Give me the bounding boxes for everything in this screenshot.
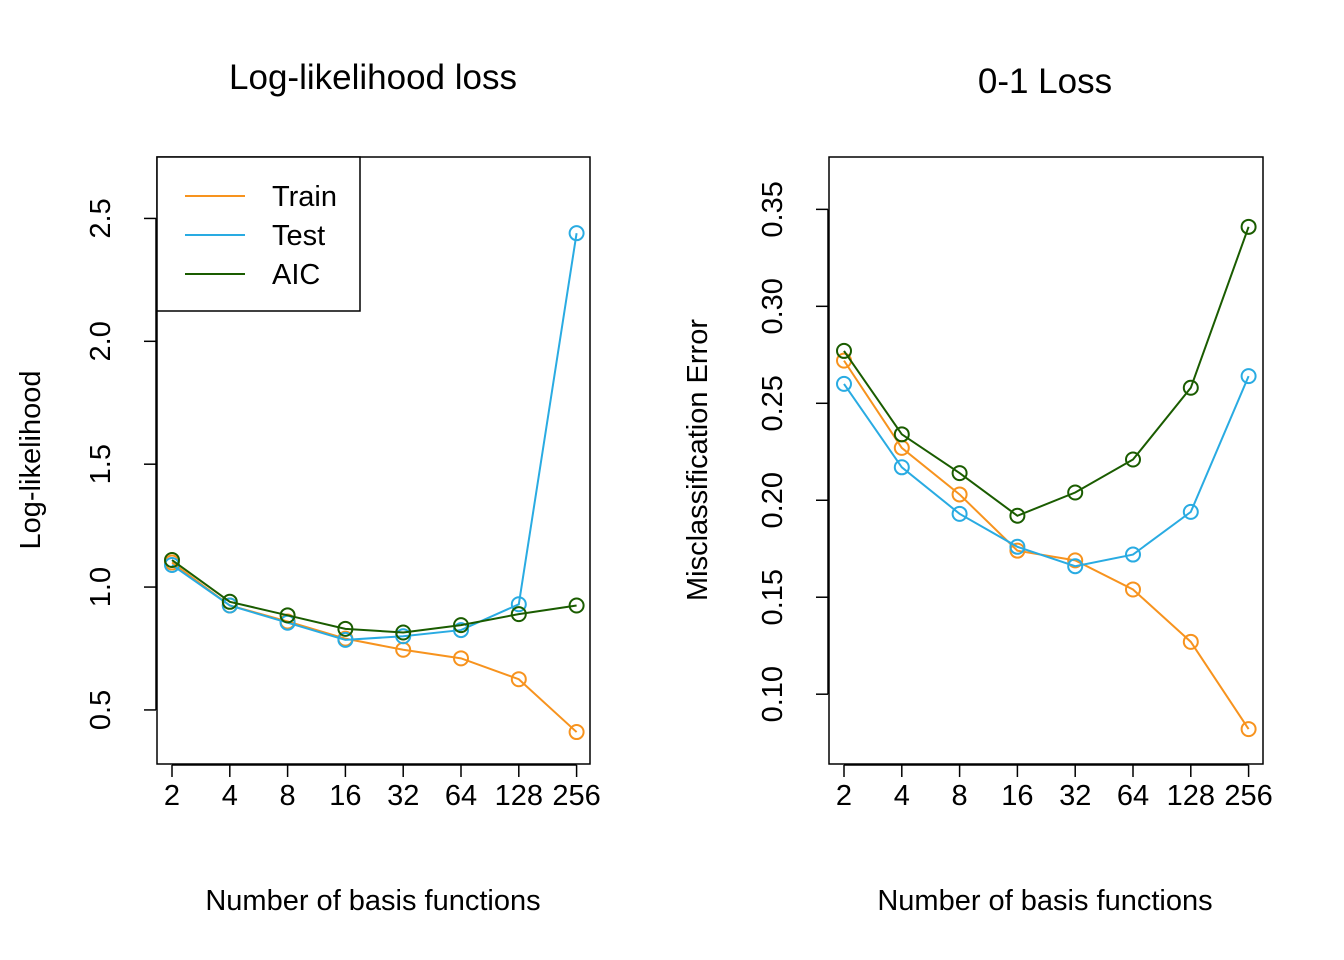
data-point [1009,538,1026,555]
series-test [836,368,1257,575]
legend: Train Test AIC [156,156,361,312]
data-point [951,486,968,503]
data-point [1125,451,1141,468]
series-line [171,561,578,733]
x-tick-label: 16 [1001,780,1033,812]
data-point [836,375,852,392]
data-point [1067,558,1084,575]
y-tick-label: 0.30 [757,278,789,334]
data-point [510,606,527,623]
data-point [1182,503,1199,520]
data-point [279,607,296,624]
data-point [395,624,412,641]
y-tick-label: 0.20 [757,472,789,528]
y-tick-label: 1.5 [85,444,117,484]
data-point [568,225,585,242]
data-point [510,596,527,613]
series-aic [164,552,585,641]
data-point [1182,379,1199,396]
data-point [510,671,527,688]
series-line [171,233,578,641]
data-point [1240,368,1257,385]
data-point [1182,633,1199,650]
data-point [1125,546,1141,563]
y-tick-label: 0.5 [85,690,117,730]
data-point [893,459,910,476]
y-axis-label: Log-likelihood [15,371,47,550]
data-point [337,631,354,648]
x-tick-label: 256 [552,780,600,812]
series-group [164,225,585,741]
y-tick-label: 2.5 [85,198,117,238]
x-tick-label: 2 [836,780,852,812]
series-group [836,218,1257,738]
y-axis-label: Misclassification Error [682,319,714,601]
data-point [951,505,968,522]
zero-one-loss-panel: 0-1 Loss Number of basis functions Miscl… [682,62,1273,917]
y-tick-label: 0.25 [757,375,789,431]
x-tick-label: 256 [1224,780,1272,812]
data-point [1067,484,1084,501]
data-point [1240,218,1257,235]
x-axis-label: Number of basis functions [205,885,540,917]
series-aic [836,218,1257,524]
data-point [1009,542,1026,559]
x-tick-label: 8 [952,780,968,812]
axis-ticks: 2 4 8 16 32 64 128 256 0.5 1.0 1.5 2.0 2.5 [85,198,601,812]
legend-label: AIC [272,259,320,291]
data-point [1125,581,1141,598]
y-tick-label: 0.10 [757,666,789,722]
x-tick-label: 2 [164,780,180,812]
series-train [836,352,1257,738]
data-point [1009,507,1026,524]
plot-frame [828,156,1264,765]
series-train [164,554,585,741]
data-point [221,593,238,610]
data-point [568,597,585,614]
y-tick-label: 0.35 [757,181,789,237]
chart-title: 0-1 Loss [978,62,1112,101]
data-point [453,622,469,639]
x-tick-label: 8 [280,780,296,812]
x-tick-label: 128 [495,780,543,812]
x-tick-label: 32 [387,780,419,812]
x-tick-label: 64 [445,780,477,812]
y-tick-label: 2.0 [85,321,117,361]
data-point [453,650,469,667]
data-point [893,426,910,443]
legend-label: Test [272,220,325,252]
series-line [843,375,1250,568]
data-point [164,552,180,569]
x-tick-label: 128 [1167,780,1215,812]
data-point [1067,552,1084,569]
log-likelihood-panel: Log-likelihood loss Number of basis func… [15,58,601,917]
axis-ticks: 2 4 8 16 32 64 128 256 0.10 0.15 0.20 0.25 0.30 0.35 [757,181,1273,812]
data-point [1240,721,1257,738]
plot-frame [156,156,591,765]
series-line [171,559,577,634]
x-tick-label: 64 [1117,780,1149,812]
legend-label: Train [272,181,337,213]
data-point [568,724,585,741]
x-tick-label: 4 [222,780,238,812]
x-tick-label: 4 [894,780,910,812]
chart-title: Log-likelihood loss [229,58,517,97]
x-tick-label: 16 [329,780,361,812]
data-point [453,617,469,634]
x-axis-label: Number of basis functions [877,885,1212,917]
data-point [836,342,852,359]
series-line [843,360,1250,730]
data-point [337,620,354,637]
series-line [843,226,1250,517]
x-tick-label: 32 [1059,780,1091,812]
y-tick-label: 1.0 [85,567,117,607]
y-tick-label: 0.15 [757,569,789,625]
data-point [951,465,968,482]
series-test [164,225,585,648]
